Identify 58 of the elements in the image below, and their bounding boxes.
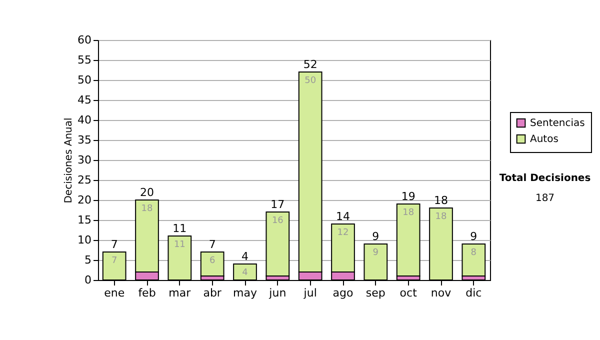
data-label: 9 [372, 248, 379, 258]
total-label: 19 [401, 190, 416, 203]
y-tick-label: 10 [78, 234, 92, 246]
total-label: 9 [372, 230, 380, 243]
legend-label: Autos [530, 134, 558, 145]
data-label: 4 [242, 268, 248, 278]
bar [396, 204, 420, 276]
data-label: 11 [174, 240, 186, 250]
y-tick-label: 30 [78, 154, 92, 166]
data-label: 16 [272, 216, 284, 226]
x-tick-label: dic [466, 286, 482, 300]
y-tick-label: 55 [78, 54, 92, 66]
x-tick-label: ago [332, 286, 354, 300]
y-tick-label: 40 [78, 114, 92, 126]
bar [266, 212, 290, 276]
total-label: 14 [336, 210, 350, 223]
total-label: 4 [242, 250, 248, 263]
legend-label: Sentencias [530, 118, 585, 129]
data-label: 6 [209, 256, 216, 266]
data-label: 7 [111, 256, 118, 266]
y-tick-label: 0 [84, 274, 92, 286]
total-label: 52 [303, 58, 318, 71]
text: Total Decisiones [499, 173, 591, 184]
data-label: 18 [141, 204, 153, 214]
x-tick-label: sep [366, 286, 386, 300]
data-label: 18 [435, 212, 447, 222]
bar [200, 252, 224, 276]
y-axis-title: Decisiones Anual [64, 118, 75, 204]
text: 187 [535, 193, 555, 204]
data-label: 18 [402, 208, 414, 218]
x-tick-label: feb [138, 286, 156, 300]
total-label: 18 [434, 194, 448, 207]
y-tick-label: 15 [78, 214, 92, 226]
y-tick-label: 20 [78, 194, 92, 206]
total-label: 9 [470, 230, 478, 243]
bar [462, 244, 486, 276]
x-tick-label: nov [430, 286, 452, 300]
x-tick-label: abr [203, 286, 222, 300]
total-label: 7 [208, 238, 216, 251]
x-tick-label: jul [302, 286, 317, 300]
total-label: 17 [270, 198, 285, 211]
y-tick-label: 45 [78, 94, 92, 106]
x-tick-label: ene [104, 286, 125, 300]
x-tick-label: mar [168, 286, 192, 300]
y-tick-label: 50 [78, 74, 92, 86]
y-tick-label: 5 [84, 254, 92, 266]
x-tick-label: oct [400, 286, 418, 300]
total-label: 20 [140, 186, 154, 199]
data-label: 50 [304, 76, 316, 86]
y-tick-label: 35 [78, 134, 92, 146]
y-tick-label: 25 [78, 174, 92, 186]
x-tick-label: jun [268, 286, 286, 300]
y-tick-label: 60 [78, 34, 92, 46]
total-label: 11 [172, 222, 187, 235]
data-label: 8 [470, 248, 477, 258]
data-label: 12 [337, 228, 349, 238]
total-label: 7 [110, 238, 118, 251]
x-tick-label: may [233, 286, 258, 300]
